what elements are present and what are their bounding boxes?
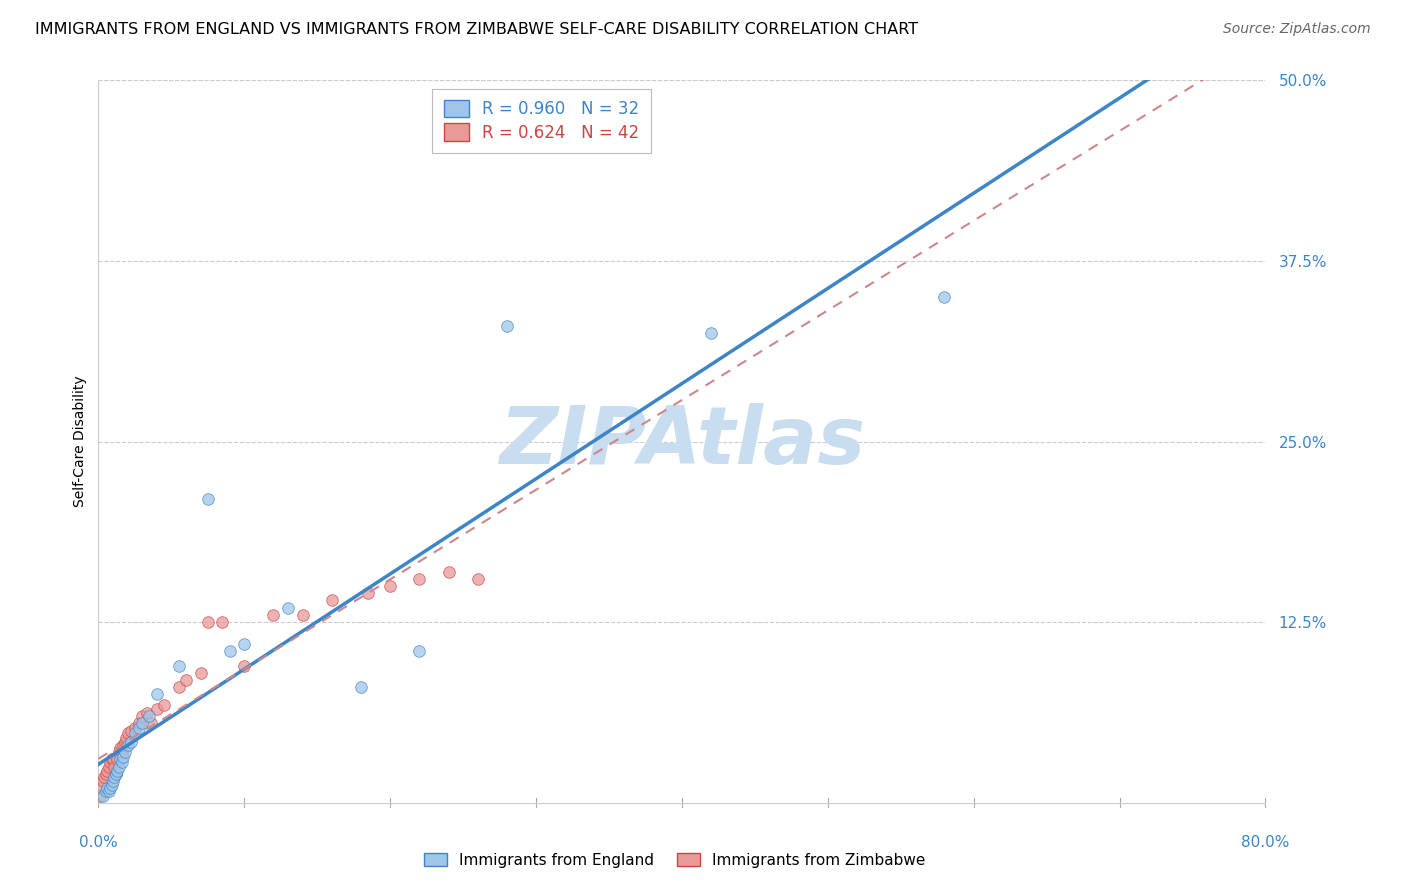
Point (112, 738, 135, 752)
Point (96, 781, 118, 796)
Point (197, 615, 219, 630)
Legend: Immigrants from England, Immigrants from Zimbabwe: Immigrants from England, Immigrants from… (416, 845, 934, 875)
Point (103, 760, 125, 774)
Point (167, 680, 190, 694)
Point (101, 774, 124, 789)
Point (131, 709, 153, 723)
Point (131, 716, 153, 731)
Point (111, 745, 134, 759)
Point (105, 764, 128, 778)
Point (167, 658, 190, 673)
Point (110, 752, 132, 766)
Point (174, 673, 197, 687)
Point (124, 721, 146, 735)
Point (105, 752, 128, 766)
Point (100, 752, 122, 766)
Point (115, 731, 138, 745)
Point (408, 572, 430, 586)
Point (408, 644, 430, 658)
Point (233, 637, 256, 651)
Point (124, 726, 146, 740)
Point (437, 565, 460, 579)
Point (146, 687, 169, 701)
Point (700, 326, 723, 340)
Point (120, 723, 142, 738)
Point (357, 586, 380, 600)
Point (97, 760, 120, 774)
Point (291, 607, 314, 622)
Point (934, 290, 956, 304)
Point (146, 702, 169, 716)
Point (91, 789, 114, 803)
Point (91, 774, 114, 789)
Point (380, 579, 402, 593)
Point (277, 600, 299, 615)
Point (93, 770, 115, 784)
Point (97, 784, 120, 798)
Point (233, 658, 256, 673)
Point (111, 756, 134, 770)
Point (211, 615, 233, 630)
Point (90, 781, 112, 796)
Point (117, 726, 139, 740)
Text: 0.0%: 0.0% (79, 835, 118, 850)
Point (350, 680, 373, 694)
Text: Source: ZipAtlas.com: Source: ZipAtlas.com (1223, 22, 1371, 37)
Point (98, 756, 121, 770)
Point (114, 745, 136, 759)
Point (128, 721, 150, 735)
Point (139, 716, 162, 731)
Point (197, 492, 219, 507)
Point (135, 706, 157, 721)
Point (120, 735, 142, 749)
Point (153, 698, 176, 712)
Text: 80.0%: 80.0% (1241, 835, 1289, 850)
Text: ZIPAtlas: ZIPAtlas (499, 402, 865, 481)
Y-axis label: Self-Care Disability: Self-Care Disability (73, 376, 87, 508)
Point (218, 644, 240, 658)
Point (89, 789, 111, 803)
Point (94, 767, 117, 781)
Point (467, 572, 489, 586)
Point (108, 760, 131, 774)
Point (104, 767, 127, 781)
Point (114, 735, 136, 749)
Point (117, 738, 139, 752)
Point (110, 740, 132, 755)
Point (138, 709, 160, 723)
Point (101, 752, 124, 766)
Point (96, 764, 118, 778)
Point (104, 767, 127, 781)
Point (321, 593, 343, 607)
Point (100, 779, 122, 793)
Legend: R = 0.960   N = 32, R = 0.624   N = 42: R = 0.960 N = 32, R = 0.624 N = 42 (433, 88, 651, 153)
Point (262, 607, 284, 622)
Point (496, 318, 519, 333)
Point (190, 665, 212, 680)
Point (128, 716, 150, 731)
Point (103, 770, 125, 784)
Point (108, 745, 131, 759)
Point (98, 781, 121, 796)
Point (94, 784, 117, 798)
Text: IMMIGRANTS FROM ENGLAND VS IMMIGRANTS FROM ZIMBABWE SELF-CARE DISABILITY CORRELA: IMMIGRANTS FROM ENGLAND VS IMMIGRANTS FR… (35, 22, 918, 37)
Point (112, 749, 135, 764)
